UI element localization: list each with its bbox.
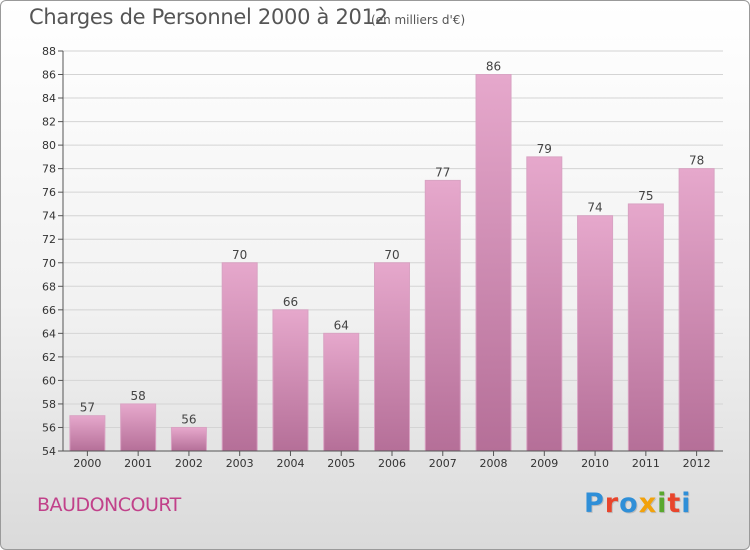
- y-tick-label: 78: [42, 163, 56, 176]
- x-tick-label: 2008: [480, 457, 508, 470]
- y-tick-label: 72: [42, 233, 56, 246]
- y-tick-label: 62: [42, 351, 56, 364]
- data-label: 66: [283, 295, 298, 309]
- x-tick-label: 2007: [429, 457, 457, 470]
- bar: [120, 403, 157, 452]
- y-tick-label: 58: [42, 398, 56, 411]
- y-tick-label: 66: [42, 304, 56, 317]
- x-tick-label: 2003: [226, 457, 254, 470]
- y-tick-label: 74: [42, 210, 56, 223]
- y-tick-label: 60: [42, 374, 56, 387]
- y-tick-label: 82: [42, 116, 56, 129]
- y-tick-label: 76: [42, 186, 56, 199]
- bar: [170, 426, 207, 452]
- data-label: 79: [537, 142, 552, 156]
- y-tick-label: 86: [42, 69, 56, 82]
- axes: 54 56 58 60 62 64 66 68 70 72 74 76 78 80 82 84 86 88 2000…: [42, 45, 723, 470]
- x-tick-label: 2006: [378, 457, 406, 470]
- data-label: 58: [131, 389, 146, 403]
- y-tick-label: 88: [42, 45, 56, 58]
- bar: [221, 262, 258, 452]
- y-tick-label: 64: [42, 327, 56, 340]
- data-label: 86: [486, 60, 501, 74]
- proxiti-logo: Proxiti: [584, 488, 692, 519]
- bar: [526, 156, 563, 452]
- x-tick-label: 2002: [175, 457, 203, 470]
- y-tick-label: 70: [42, 257, 56, 270]
- data-label: 64: [334, 318, 349, 332]
- location-name: BAUDONCOURT: [37, 494, 181, 516]
- y-tick-label: 80: [42, 139, 56, 152]
- data-label: 56: [181, 412, 196, 426]
- data-label: 70: [384, 248, 399, 262]
- x-tick-label: 2001: [124, 457, 152, 470]
- bar: [424, 179, 461, 452]
- bar: [627, 203, 664, 452]
- x-tick-label: 2010: [581, 457, 609, 470]
- data-labels: 57 58 56 70 66 64 70 77 86 79 74 75 78: [80, 60, 705, 427]
- bar: [577, 215, 614, 452]
- bar: [272, 309, 309, 452]
- data-label: 78: [689, 154, 704, 168]
- x-tick-label: 2005: [327, 457, 355, 470]
- x-tick-label: 2009: [530, 457, 558, 470]
- y-tick-label: 54: [42, 445, 56, 458]
- data-label: 70: [232, 248, 247, 262]
- data-label: 77: [435, 165, 450, 179]
- y-tick-label: 68: [42, 280, 56, 293]
- bar: [323, 332, 360, 452]
- data-label: 75: [638, 189, 653, 203]
- bar: [69, 415, 106, 452]
- chart-title: Charges de Personnel 2000 à 2012: [29, 5, 388, 29]
- x-tick-label: 2012: [683, 457, 711, 470]
- bar: [475, 74, 512, 452]
- data-label: 57: [80, 401, 95, 415]
- bar: [678, 168, 715, 452]
- x-tick-label: 2000: [73, 457, 101, 470]
- y-tick-label: 56: [42, 421, 56, 434]
- y-tick-label: 84: [42, 92, 56, 105]
- bar: [374, 262, 410, 452]
- chart-subtitle: (en milliers d'€): [371, 13, 466, 27]
- x-tick-label: 2011: [632, 457, 660, 470]
- data-label: 74: [587, 201, 602, 215]
- x-tick-label: 2004: [276, 457, 304, 470]
